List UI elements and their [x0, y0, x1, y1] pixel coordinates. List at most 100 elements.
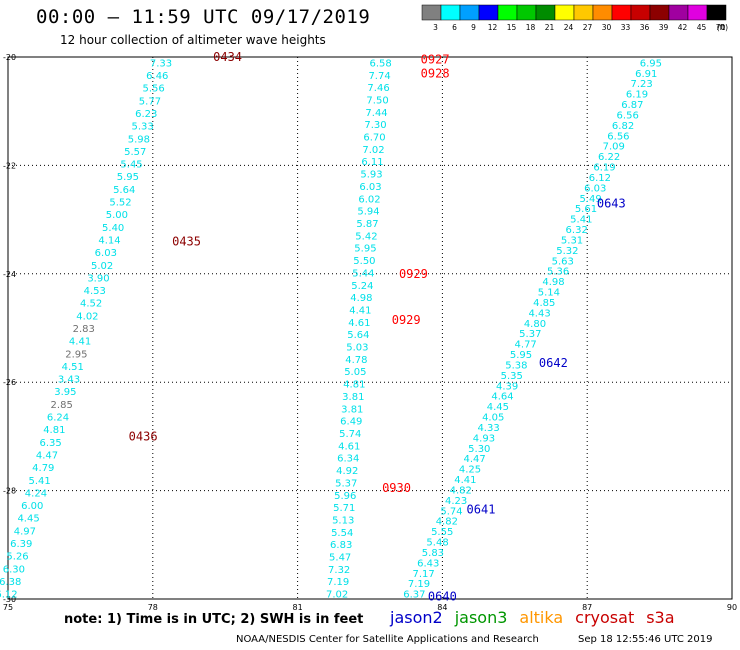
wave-height-value: 4.39 — [496, 381, 518, 392]
pass-time-label: 0435 — [172, 234, 201, 248]
latitude-tick-label: -28 — [3, 487, 16, 496]
wave-height-value: 5.48 — [426, 538, 448, 549]
longitude-tick-label: 87 — [582, 603, 592, 612]
wave-height-value: 7.02 — [362, 145, 384, 156]
wave-height-value: 4.64 — [491, 392, 513, 403]
wave-height-value: 4.24 — [25, 488, 47, 499]
wave-height-value: 6.19 — [593, 163, 615, 174]
longitude-tick-label: 84 — [437, 603, 447, 612]
legend-label: 9 — [471, 23, 476, 32]
wave-height-value: 5.02 — [91, 261, 113, 272]
wave-height-value: 5.14 — [538, 288, 560, 299]
wave-height-value: 5.44 — [352, 268, 374, 279]
wave-height-value: 6.39 — [10, 539, 32, 550]
legend-unit: (ft) — [717, 23, 728, 32]
wave-height-value: 5.33 — [131, 122, 153, 133]
legend-label: 30 — [602, 23, 612, 32]
wave-height-value: 6.49 — [340, 417, 362, 428]
wave-height-value: 5.94 — [357, 207, 379, 218]
wave-height-value: 5.74 — [440, 506, 462, 517]
wave-height-value: 5.38 — [505, 360, 527, 371]
wave-height-value: 4.79 — [32, 463, 54, 474]
wave-height-value: 4.85 — [533, 298, 555, 309]
wave-height-value: 4.77 — [515, 340, 537, 351]
map-frame — [7, 56, 733, 600]
legend-label: 12 — [488, 23, 498, 32]
wave-height-value: 4.53 — [84, 286, 106, 297]
wave-height-value: 5.54 — [331, 528, 353, 539]
wave-height-value: 4.93 — [473, 433, 495, 444]
wave-height-value: 7.44 — [365, 108, 387, 119]
wave-height-value: 7.30 — [364, 120, 386, 131]
wave-height-value: 6.82 — [612, 121, 634, 132]
wave-height-value: 5.83 — [422, 548, 444, 559]
color-scale-legend: 3 6 9 12 15 18 21 24 27 30 33 36 39 42 45 70(ft) — [421, 4, 728, 32]
wave-height-value: 7.50 — [366, 95, 388, 106]
wave-height-value: 3.81 — [341, 404, 363, 415]
wave-height-value: 6.95 — [640, 58, 662, 69]
satellite-altika: altika — [519, 608, 564, 627]
wave-height-value: 5.30 — [468, 444, 490, 455]
wave-height-value: 7.17 — [413, 569, 435, 580]
wave-height-value: 4.47 — [464, 454, 486, 465]
satellite-cryosat: cryosat — [575, 608, 635, 627]
legend-label: 45 — [697, 23, 707, 32]
legend-label: 18 — [526, 23, 536, 32]
wave-height-value: 6.00 — [21, 501, 43, 512]
longitude-tick-label: 81 — [293, 603, 303, 612]
wave-height-value: 6.22 — [598, 152, 620, 163]
wave-height-value: 2.83 — [73, 324, 95, 335]
wave-height-value: 5.71 — [333, 503, 355, 514]
wave-height-value: 4.80 — [524, 319, 546, 330]
longitude-tick-label: 78 — [148, 603, 158, 612]
footer-note: note: 1) Time is in UTC; 2) SWH is in fe… — [64, 612, 364, 627]
wave-height-value: 5.95 — [354, 244, 376, 255]
wave-height-value: 6.87 — [621, 100, 643, 111]
wave-height-value: 6.70 — [363, 133, 385, 144]
wave-height-value: 4.43 — [528, 308, 550, 319]
wave-height-value: 7.33 — [150, 58, 172, 69]
wave-height-value: 5.56 — [142, 84, 164, 95]
wave-height-value: 7.74 — [368, 71, 390, 82]
wave-height-value: 7.19 — [327, 577, 349, 588]
wave-height-value: 5.98 — [128, 134, 150, 145]
wave-height-value: 6.58 — [369, 58, 391, 69]
wave-height-value: 7.02 — [326, 590, 348, 601]
wave-height-map: 75 78 81 84 87 90 -20 -22 -24 -26 -28 -30 7.33 6.46 5.… — [0, 50, 737, 612]
wave-height-value: 5.57 — [124, 147, 146, 158]
pass-time-label: 0640 — [428, 589, 457, 603]
wave-height-value: 4.25 — [459, 465, 481, 476]
wave-height-value: 5.31 — [561, 235, 583, 246]
wave-height-value: 5.00 — [106, 210, 128, 221]
wave-height-value: 4.41 — [69, 337, 91, 348]
wave-height-value: 4.41 — [349, 305, 371, 316]
wave-height-value: 7.46 — [367, 83, 389, 94]
legend-label: 42 — [678, 23, 688, 32]
wave-height-value: 5.64 — [113, 185, 135, 196]
wave-height-value: 6.37 — [403, 590, 425, 601]
wave-height-value: 4.61 — [338, 441, 360, 452]
pass-time-label: 0929 — [392, 313, 421, 327]
wave-height-value: 5.74 — [339, 429, 361, 440]
wave-height-value: 6.91 — [635, 69, 657, 80]
wave-height-value: 4.98 — [542, 277, 564, 288]
satellite-legend: jason2 jason3 altika cryosat s3a — [390, 608, 687, 627]
wave-height-value: 5.36 — [547, 267, 569, 278]
wave-height-value: 4.82 — [450, 485, 472, 496]
wave-height-value: 5.03 — [346, 343, 368, 354]
wave-height-value: 5.95 — [117, 172, 139, 183]
wave-height-value: 4.45 — [17, 514, 39, 525]
wave-height-value: 7.32 — [328, 565, 350, 576]
pass-time-label: 0928 — [421, 66, 450, 80]
wave-height-value: 5.47 — [329, 553, 351, 564]
latitude-tick-label: -22 — [3, 161, 16, 170]
legend-label: 33 — [621, 23, 631, 32]
wave-height-value: 6.35 — [40, 438, 62, 449]
latitude-tick-label: -30 — [3, 595, 16, 604]
wave-height-value: 6.12 — [0, 590, 18, 601]
legend-label: 27 — [583, 23, 593, 32]
wave-height-value: 5.41 — [28, 476, 50, 487]
wave-height-value: 3.43 — [58, 375, 80, 386]
wave-height-value: 4.14 — [98, 235, 120, 246]
wave-height-value: 7.23 — [630, 79, 652, 90]
